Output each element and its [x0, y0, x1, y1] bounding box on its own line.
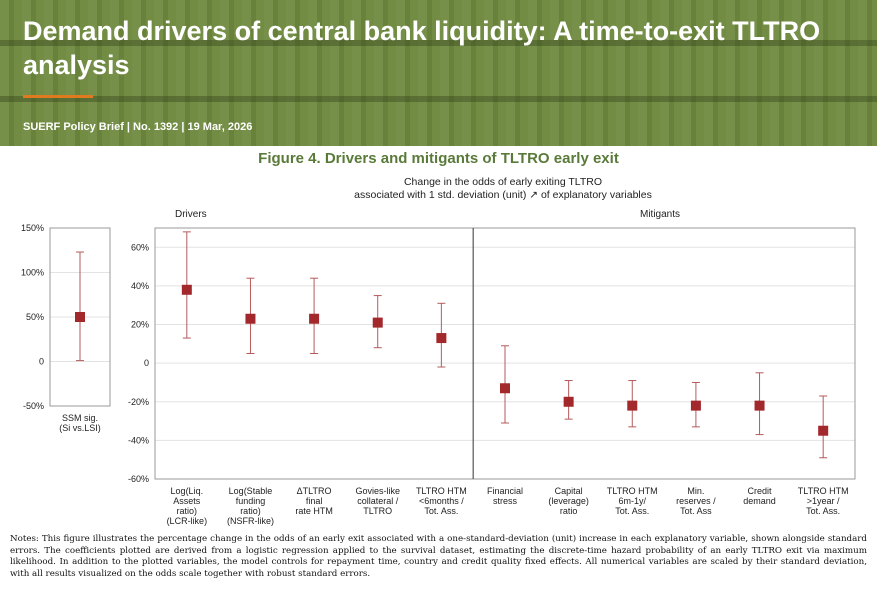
- data-point: [818, 425, 829, 436]
- y-tick-label: -20%: [128, 397, 149, 407]
- banner-shelf: [0, 96, 877, 102]
- policy-brief-info: SUERF Policy Brief | No. 1392 | 19 Mar, …: [23, 121, 253, 133]
- data-point: [245, 313, 256, 324]
- x-category-label: TLTRO HTM 6m-1y/Tot. Ass.: [607, 486, 658, 516]
- y-tick-label: 150%: [21, 223, 44, 233]
- x-category-label: Log(Liq. Assets ratio) (LCR-like): [167, 486, 208, 526]
- header-banner: Demand drivers of central bank liquidity…: [0, 0, 877, 146]
- y-tick-label: 0: [144, 358, 149, 368]
- data-point: [309, 313, 320, 324]
- data-point: [436, 333, 447, 344]
- x-category-label: TLTRO HTM <6months / Tot. Ass.: [416, 486, 467, 516]
- title-accent-line: [23, 95, 93, 98]
- x-category-label: Log(Stable funding ratio) (NSFR-like): [227, 486, 274, 526]
- y-tick-label: 20%: [131, 320, 149, 330]
- odds-change-chart: -50% 0 50% 100% 150% SSM sig. (Si vs.LSI) -60% -…: [21, 176, 856, 526]
- data-point: [75, 312, 85, 322]
- y-tick-label: 100%: [21, 268, 44, 278]
- x-category-label: Financial stress: [487, 486, 523, 506]
- x-category-label: Govies-like collateral / TLTRO: [355, 486, 400, 516]
- y-tick-label: -40%: [128, 435, 149, 445]
- plot-frame: [154, 227, 856, 480]
- y-tick-label: -60%: [128, 474, 149, 484]
- y-tick-label: 0: [39, 357, 44, 367]
- data-point: [500, 383, 510, 394]
- page-title: Demand drivers of central bank liquidity…: [23, 16, 821, 80]
- x-category-label: SSM sig. (Si vs.LSI): [59, 413, 101, 433]
- x-category-label: TLTRO HTM >1year / Tot. Ass.: [798, 486, 849, 516]
- data-point: [690, 400, 701, 411]
- figure-notes: Notes: This figure illustrates the perce…: [10, 534, 867, 579]
- x-category-label: Capital (leverage) ratio: [548, 486, 589, 516]
- data-point: [372, 317, 383, 328]
- y-tick-label: 50%: [26, 312, 44, 322]
- chart-title: Change in the odds of early exiting TLTR…: [354, 176, 652, 201]
- plot-frame: [49, 227, 111, 407]
- y-tick-label: 40%: [131, 281, 149, 291]
- y-tick-label: -50%: [23, 401, 44, 411]
- y-tick-label: 60%: [131, 242, 149, 252]
- data-point: [754, 400, 765, 411]
- group-label-drivers: Drivers: [175, 209, 207, 220]
- group-label-mitigants: Mitigants: [640, 209, 680, 220]
- data-point: [627, 400, 638, 411]
- data-point: [563, 396, 574, 407]
- data-point: [181, 284, 192, 295]
- figure-title: Figure 4. Drivers and mitigants of TLTRO…: [258, 150, 619, 167]
- x-category-label: Credit demand: [743, 486, 776, 506]
- banner-shelf: [0, 40, 877, 46]
- x-category-label: Min. reserves / Tot. Ass: [676, 486, 716, 516]
- x-category-label: ΔTLTRO final rate HTM: [295, 486, 333, 516]
